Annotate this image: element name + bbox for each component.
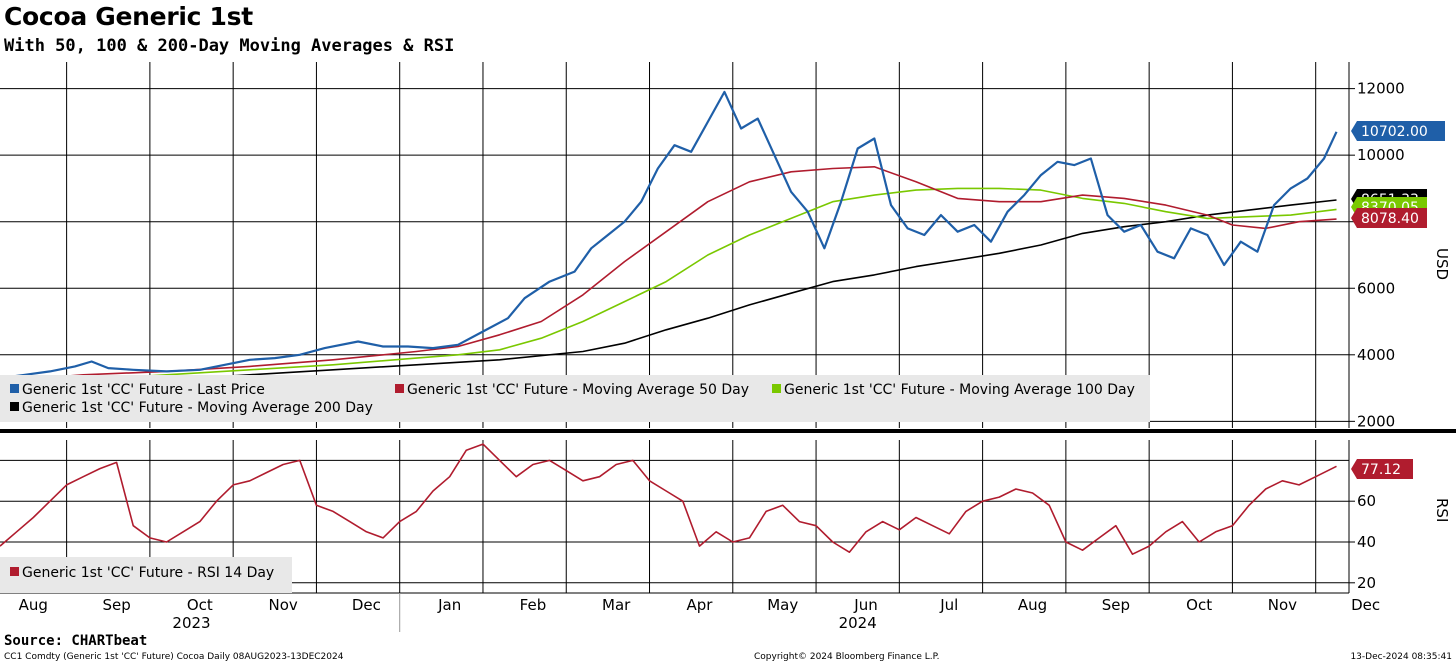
x-month-label: Jan (437, 596, 461, 614)
footer-copyright: Copyright© 2024 Bloomberg Finance L.P. (754, 652, 940, 662)
x-month-label: Mar (602, 596, 631, 614)
legend-label: Generic 1st 'CC' Future - Moving Average… (22, 400, 373, 416)
price-y-tick-label: 4000 (1357, 346, 1395, 364)
legend-swatch (772, 384, 781, 393)
series-line-ma100 (0, 187, 1337, 388)
x-month-label: May (767, 596, 798, 614)
axes: 20004000600080001000012000204060USDRSIAu… (0, 62, 1456, 632)
rsi-y-tick-label: 40 (1357, 533, 1376, 551)
footer-timestamp: 13-Dec-2024 08:35:41 (1350, 652, 1452, 662)
x-month-label: Feb (520, 596, 547, 614)
rsi-gridlines (0, 440, 1349, 593)
value-tag-ma50 (1351, 208, 1427, 228)
chart-subtitle: With 50, 100 & 200-Day Moving Averages &… (4, 36, 455, 56)
x-month-label: Jun (853, 596, 877, 614)
rsi-y-tick-label: 60 (1357, 492, 1376, 510)
x-month-label: Aug (1018, 596, 1047, 614)
x-month-label: Aug (19, 596, 48, 614)
price-legend-box (0, 375, 1150, 422)
rsi-y-tick-label: 20 (1357, 574, 1376, 592)
price-series-group (0, 90, 1338, 391)
legend-label: Generic 1st 'CC' Future - Last Price (22, 382, 265, 398)
x-month-label: Oct (187, 596, 213, 614)
chart-title: Cocoa Generic 1st (4, 2, 253, 31)
x-month-label: Sep (1102, 596, 1130, 614)
rsi-series-group (0, 443, 1337, 556)
legend-label: Generic 1st 'CC' Future - Moving Average… (407, 382, 749, 398)
footer-ticker: CC1 Comdty (Generic 1st 'CC' Future) Coc… (4, 652, 344, 662)
legend-swatch (10, 384, 19, 393)
price-y-axis-title: USD (1433, 248, 1451, 280)
series-line-last_price (0, 90, 1338, 380)
rsi-y-axis-title: RSI (1433, 498, 1451, 522)
price-y-tick-label: 6000 (1357, 279, 1395, 297)
series-line-ma200 (0, 199, 1337, 391)
price-gridlines (0, 62, 1349, 428)
x-year-label: 2023 (172, 614, 210, 632)
x-year-label: 2024 (839, 614, 877, 632)
source-label: Source: CHARTbeat (4, 633, 148, 649)
value-tag-label: 8078.40 (1361, 211, 1419, 227)
legend-swatch (10, 567, 19, 576)
x-month-label: Dec (1351, 596, 1380, 614)
value-tag-rsi (1351, 459, 1413, 479)
price-y-tick-label: 12000 (1357, 80, 1405, 98)
x-month-label: Apr (687, 596, 714, 614)
x-month-label: Nov (268, 596, 297, 614)
legend-label: Generic 1st 'CC' Future - Moving Average… (784, 382, 1135, 398)
legend-swatch (395, 384, 404, 393)
value-tag-last_price (1351, 121, 1445, 141)
x-month-label: Nov (1268, 596, 1297, 614)
x-month-label: Sep (102, 596, 130, 614)
value-tag-label: 77.12 (1361, 462, 1401, 478)
value-tag-label: 10702.00 (1361, 124, 1428, 140)
price-y-tick-label: 2000 (1357, 412, 1395, 430)
series-line-ma50 (0, 166, 1337, 383)
legend-swatch (10, 402, 19, 411)
rsi-legend-box (0, 557, 292, 593)
x-month-label: Jul (939, 596, 958, 614)
panel-separator (0, 429, 1456, 433)
x-month-label: Dec (352, 596, 381, 614)
legend: Generic 1st 'CC' Future - Last Price Gene… (0, 375, 1150, 593)
series-line-rsi (0, 443, 1337, 556)
x-month-label: Oct (1186, 596, 1212, 614)
price-y-tick-label: 10000 (1357, 146, 1405, 164)
legend-label: Generic 1st 'CC' Future - RSI 14 Day (22, 565, 274, 581)
